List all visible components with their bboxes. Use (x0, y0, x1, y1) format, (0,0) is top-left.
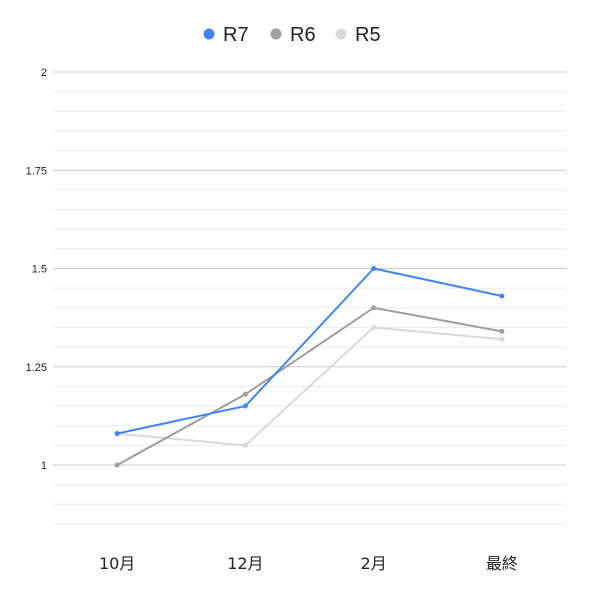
series-line (116, 267, 503, 435)
legend-item: R6 (270, 24, 316, 46)
legend-marker (335, 28, 347, 40)
data-point (242, 403, 248, 409)
data-point (114, 462, 120, 468)
data-point (499, 336, 505, 342)
x-tick-label: 10月 (99, 554, 135, 573)
data-point (371, 266, 377, 271)
data-point (371, 305, 377, 311)
legend-item: R5 (335, 24, 381, 46)
legend-label: R6 (290, 24, 316, 46)
x-axis-ticks: 10月 12月 2月 最終 (99, 554, 518, 573)
y-tick-label: 1.75 (26, 165, 47, 177)
legend-label: R7 (223, 24, 249, 46)
x-tick-label: 12月 (227, 554, 263, 573)
data-point (371, 324, 377, 330)
y-tick-label: 1.25 (26, 362, 47, 374)
data-point (242, 391, 248, 397)
data-point (499, 293, 505, 299)
y-axis-ticks: 1 1.25 1.5 1.75 2 (26, 67, 47, 472)
y-tick-label: 2 (41, 67, 47, 79)
legend: R7 R6 R5 (203, 24, 381, 46)
series-lines (114, 266, 505, 468)
data-point (114, 431, 120, 437)
series-R7 (114, 266, 505, 437)
legend-label: R5 (355, 24, 381, 46)
series-line (116, 306, 503, 466)
y-tick-label: 1.5 (32, 264, 47, 276)
legend-marker (270, 28, 282, 40)
legend-marker (203, 28, 215, 40)
series-line (117, 326, 502, 447)
legend-item: R7 (203, 24, 249, 46)
gridlines (53, 71, 566, 525)
y-tick-label: 1 (41, 460, 47, 472)
data-point (499, 328, 505, 334)
data-point (242, 442, 248, 448)
x-tick-label: 最終 (486, 554, 518, 573)
x-tick-label: 2月 (361, 554, 387, 573)
series-R6 (114, 305, 505, 468)
